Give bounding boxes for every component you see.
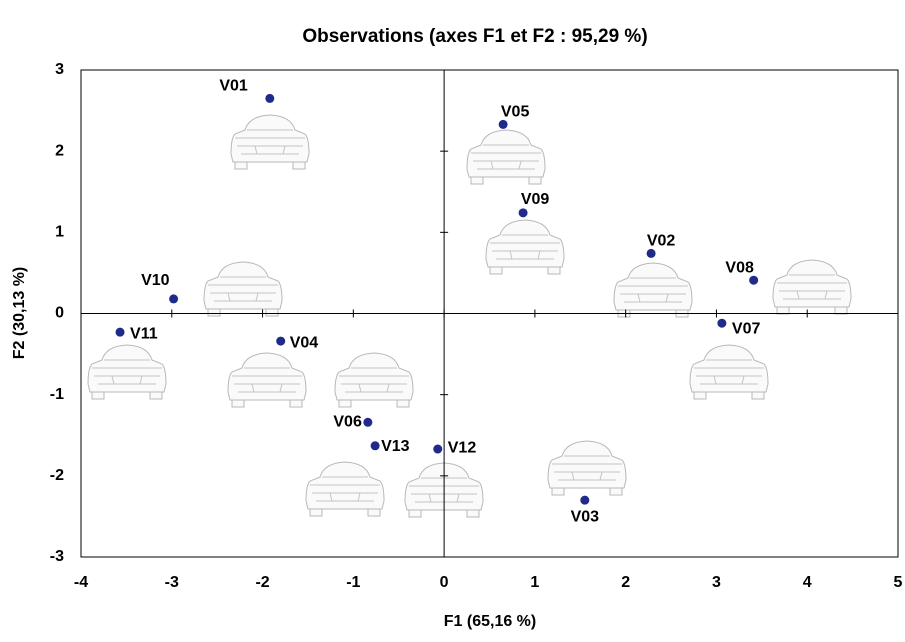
x-tick-label: -1 xyxy=(346,574,360,591)
car-images xyxy=(87,114,852,518)
y-tick-label: -3 xyxy=(50,548,64,565)
point-label: V09 xyxy=(521,191,550,208)
data-point xyxy=(276,336,286,346)
x-tick-label: 4 xyxy=(803,574,812,591)
y-tick-label: -1 xyxy=(50,386,64,403)
y-tick-label: 0 xyxy=(55,305,64,322)
data-point xyxy=(115,327,125,337)
point-label: V05 xyxy=(501,104,530,121)
point-label: V10 xyxy=(141,272,170,289)
data-point xyxy=(646,248,656,258)
data-point xyxy=(749,275,759,285)
chart-title: Observations (axes F1 et F2 : 95,29 %) xyxy=(302,26,647,47)
x-tick-label: -4 xyxy=(74,574,88,591)
data-point xyxy=(580,495,590,505)
point-label: V12 xyxy=(448,439,477,456)
y-tick-label: -2 xyxy=(50,467,64,484)
data-point xyxy=(169,294,179,304)
x-tick-label: -2 xyxy=(255,574,269,591)
data-point xyxy=(433,444,443,454)
point-label: V01 xyxy=(219,78,248,95)
data-point xyxy=(717,318,727,328)
x-tick-label: -3 xyxy=(165,574,179,591)
point-label: V11 xyxy=(130,325,158,342)
data-point xyxy=(363,417,373,427)
x-tick-label: 5 xyxy=(894,574,903,591)
point-label: V02 xyxy=(647,233,676,250)
x-tick-label: 2 xyxy=(621,574,630,591)
point-label: V03 xyxy=(571,508,600,525)
x-tick-label: 3 xyxy=(712,574,721,591)
point-label: V13 xyxy=(381,438,410,455)
data-point xyxy=(518,208,528,218)
point-label: V06 xyxy=(333,413,362,430)
point-label: V04 xyxy=(290,334,319,351)
x-tick-label: 1 xyxy=(530,574,539,591)
y-tick-label: 2 xyxy=(55,142,64,159)
x-tick-label: 0 xyxy=(440,574,449,591)
y-axis-label: F2 (30,13 %) xyxy=(11,267,28,359)
data-point xyxy=(265,93,275,103)
y-tick-label: 1 xyxy=(55,224,64,241)
point-label: V07 xyxy=(732,320,761,337)
point-label: V08 xyxy=(725,259,754,276)
data-point xyxy=(370,441,380,451)
y-tick-label: 3 xyxy=(55,61,64,78)
data-point xyxy=(498,119,508,129)
x-axis-label: F1 (65,16 %) xyxy=(444,613,536,630)
